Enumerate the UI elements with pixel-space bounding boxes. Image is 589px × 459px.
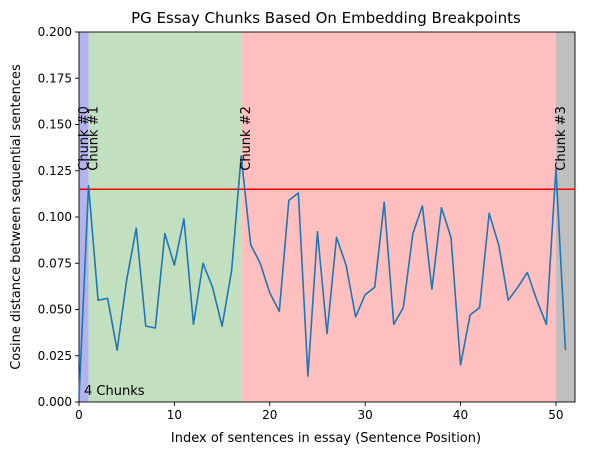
y-tick-label: 0.200 <box>38 25 72 39</box>
y-tick-label: 0.050 <box>38 303 72 317</box>
chunk-label-1: Chunk #1 <box>87 106 102 171</box>
x-tick-label: 10 <box>167 408 182 422</box>
chunk-band-2 <box>241 32 556 402</box>
x-tick-label: 30 <box>358 408 373 422</box>
y-tick-label: 0.100 <box>38 210 72 224</box>
y-tick-label: 0.175 <box>38 71 72 85</box>
chunk-label-2: Chunk #2 <box>239 106 254 171</box>
chunk-label-0: Chunk #0 <box>77 106 92 171</box>
chunk-label-3: Chunk #3 <box>554 106 569 171</box>
y-tick-label: 0.075 <box>38 256 72 270</box>
axes: 0 10 20 30 40 50 0.000 0.025 0.050 0.075 0.100 0.12… <box>38 25 576 422</box>
chunk-bands <box>79 32 575 402</box>
x-tick-label: 40 <box>453 408 468 422</box>
x-tick-label: 0 <box>75 408 83 422</box>
distance-series-line <box>78 155 567 399</box>
chunk-band-0 <box>79 32 89 402</box>
x-tick-label: 20 <box>262 408 277 422</box>
chart-title: PG Essay Chunks Based On Embedding Break… <box>131 9 521 27</box>
x-tick-label: 50 <box>548 408 563 422</box>
y-tick-label: 0.000 <box>38 395 72 409</box>
chunk-band-3 <box>555 32 575 402</box>
y-axis-label: Cosine distance between sequential sente… <box>9 64 24 370</box>
y-tick-label: 0.025 <box>38 349 72 363</box>
series-layer <box>78 155 575 399</box>
y-tick-label: 0.150 <box>38 118 72 132</box>
chunk-count-annotation: 4 Chunks <box>84 384 145 399</box>
chunk-band-1 <box>88 32 242 402</box>
y-tick-label: 0.125 <box>38 164 72 178</box>
x-axis-label: Index of sentences in essay (Sentence Po… <box>171 431 481 446</box>
